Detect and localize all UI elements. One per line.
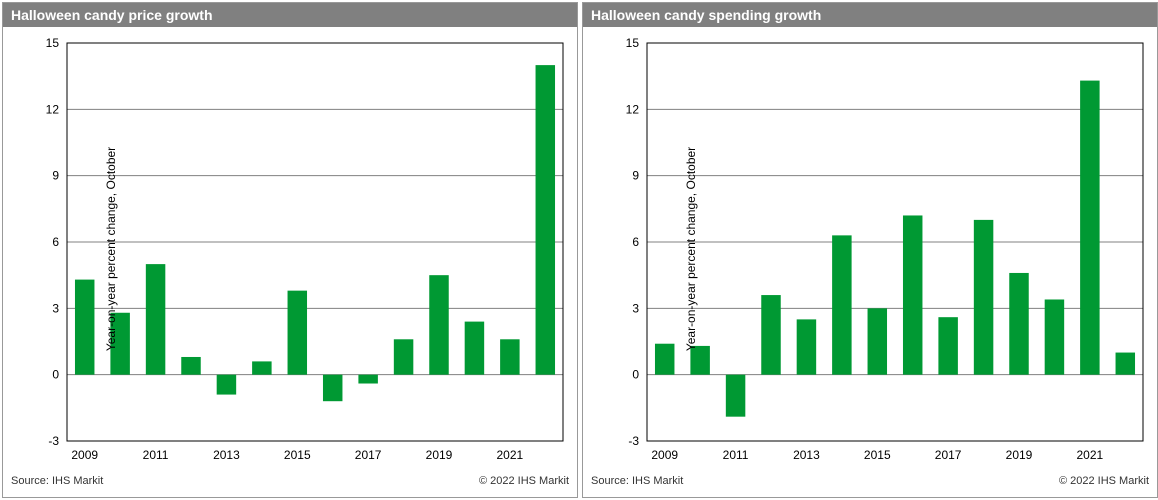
chart-panel: Halloween candy price growth Year-on-year…	[2, 2, 578, 498]
source-text: Source: IHS Markit	[11, 475, 103, 491]
y-tick-label: 9	[52, 169, 59, 183]
bar	[217, 375, 236, 395]
y-tick-label: 9	[632, 169, 639, 183]
y-tick-label: 6	[632, 235, 639, 249]
chart-svg: -3 0 3 6 9 12 15 2009 2011 2013 2015 2017 2019 2021	[3, 27, 577, 471]
x-tick-label: 2011	[723, 448, 749, 462]
y-tick-label: -3	[628, 434, 639, 448]
x-tick-label: 2019	[426, 448, 453, 462]
y-tick-label: 15	[626, 36, 640, 50]
copyright-text: © 2022 IHS Markit	[479, 475, 569, 491]
y-tick-label: -3	[48, 434, 59, 448]
bar	[465, 322, 484, 375]
bars-group	[75, 65, 555, 401]
panel-title: Halloween candy price growth	[3, 3, 577, 27]
y-tick-label: 0	[632, 368, 639, 382]
bar	[536, 65, 555, 375]
panel-row: Halloween candy price growth Year-on-year…	[0, 0, 1158, 500]
bar	[797, 319, 816, 374]
bar	[726, 375, 745, 417]
y-tick-label: 12	[626, 102, 640, 116]
bar	[288, 291, 307, 375]
x-tick-label: 2015	[864, 448, 891, 462]
bar	[1009, 273, 1028, 375]
y-axis-label: Year-on-year percent change, October	[104, 147, 118, 351]
bar	[394, 339, 413, 374]
bar	[938, 317, 957, 374]
x-tick-label: 2021	[1077, 448, 1104, 462]
y-tick-label: 15	[46, 36, 60, 50]
bar	[75, 280, 94, 375]
y-tick-label: 0	[52, 368, 59, 382]
chart-body: Year-on-year percent change, October -3 0 3…	[3, 27, 577, 471]
x-tick-label: 2017	[935, 448, 962, 462]
bar	[500, 339, 519, 374]
x-tick-label: 2009	[71, 448, 98, 462]
bar	[761, 295, 780, 375]
chart-panel: Halloween candy spending growth Year-on-y…	[582, 2, 1158, 498]
x-tick-label: 2011	[143, 448, 169, 462]
bar	[655, 344, 674, 375]
x-tick-label: 2017	[355, 448, 382, 462]
panel-title: Halloween candy spending growth	[583, 3, 1157, 27]
x-tick-label: 2021	[497, 448, 524, 462]
bar	[1116, 353, 1135, 375]
chart-body: Year-on-year percent change, October -3 0 3…	[583, 27, 1157, 471]
x-tick-label: 2013	[213, 448, 240, 462]
x-tick-label: 2015	[284, 448, 311, 462]
bar	[974, 220, 993, 375]
bar	[429, 275, 448, 375]
bar	[358, 375, 377, 384]
copyright-text: © 2022 IHS Markit	[1059, 475, 1149, 491]
bars-group	[655, 81, 1135, 417]
bar	[252, 361, 271, 374]
bar	[832, 235, 851, 374]
bar	[1045, 299, 1064, 374]
y-axis-label: Year-on-year percent change, October	[684, 147, 698, 351]
bar	[181, 357, 200, 375]
panel-footer: Source: IHS Markit © 2022 IHS Markit	[3, 471, 577, 497]
bar	[323, 375, 342, 402]
y-tick-label: 3	[52, 301, 59, 315]
chart-svg: -3 0 3 6 9 12 15 2009 2011 2013 2015 2017 2019 2021	[583, 27, 1157, 471]
x-tick-label: 2009	[651, 448, 678, 462]
x-tick-label: 2019	[1006, 448, 1033, 462]
x-tick-label: 2013	[793, 448, 820, 462]
bar	[1080, 81, 1099, 375]
y-tick-label: 6	[52, 235, 59, 249]
bar	[868, 308, 887, 374]
y-tick-label: 12	[46, 102, 60, 116]
bar	[903, 215, 922, 374]
bar	[146, 264, 165, 375]
y-tick-label: 3	[632, 301, 639, 315]
panel-footer: Source: IHS Markit © 2022 IHS Markit	[583, 471, 1157, 497]
source-text: Source: IHS Markit	[591, 475, 683, 491]
